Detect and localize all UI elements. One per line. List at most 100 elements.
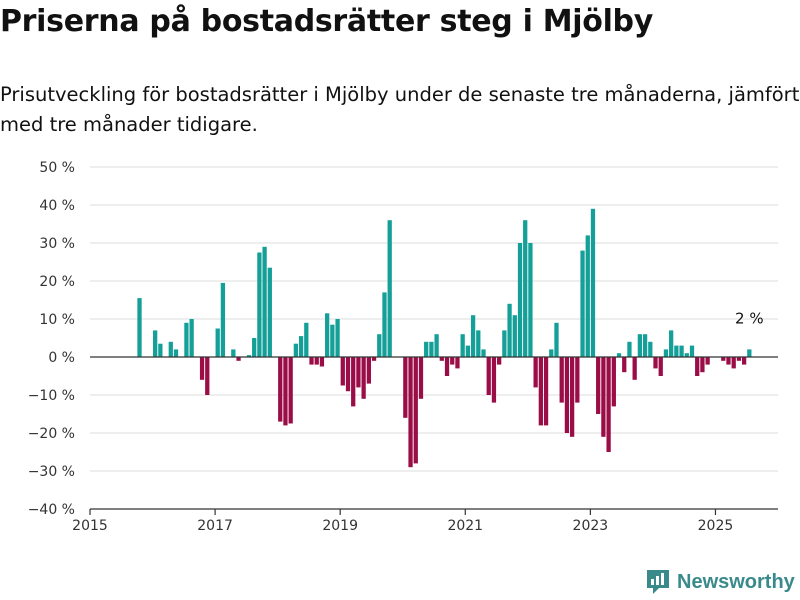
y-tick-label: −40 %: [28, 502, 75, 518]
bar: [596, 357, 601, 414]
bar: [335, 319, 340, 357]
bar: [601, 357, 606, 437]
bar: [679, 345, 684, 357]
x-tick-label: 2017: [197, 518, 233, 530]
bar: [366, 357, 371, 384]
bar: [153, 330, 158, 357]
bar: [413, 357, 418, 464]
bar: [403, 357, 408, 418]
bar: [356, 357, 361, 388]
bar: [455, 357, 460, 369]
bar: [262, 246, 267, 357]
x-tick-label: 2025: [698, 518, 734, 530]
bar: [314, 357, 319, 365]
bar: [658, 357, 663, 376]
bar: [543, 357, 549, 426]
bar: [361, 357, 366, 399]
bar: [424, 341, 429, 357]
bar: [137, 298, 142, 357]
y-tick-label: −20 %: [28, 426, 75, 442]
bar: [377, 334, 382, 357]
bar: [439, 357, 444, 361]
x-axis-ticks: 2015 2017 2019 2021 2023 2025: [72, 509, 733, 530]
bar: [319, 357, 325, 367]
bar: [569, 357, 575, 437]
bar: [231, 349, 236, 357]
y-tick-label: 30 %: [39, 236, 75, 252]
bar: [351, 357, 356, 407]
chart-gridlines: [90, 166, 778, 472]
bar: [304, 322, 309, 357]
bar: [168, 341, 173, 357]
x-tick-label: 2019: [322, 518, 358, 530]
bar: [470, 315, 476, 357]
bar: [444, 357, 450, 376]
bar: [669, 330, 674, 357]
y-axis-ticks: 50 % 40 % 30 % 20 % 10 % 0 % −10 % −20 % −30 % −4…: [28, 160, 75, 518]
bar: [700, 357, 705, 373]
bar: [502, 330, 507, 357]
bar: [173, 349, 179, 357]
bar: [325, 313, 330, 357]
bar: [267, 267, 272, 357]
bar: [283, 357, 288, 426]
bar: [523, 220, 528, 357]
bar: [189, 319, 194, 357]
bar: [199, 357, 205, 380]
y-tick-label: 40 %: [39, 198, 75, 214]
bar: [648, 341, 653, 357]
bar: [575, 357, 580, 403]
y-tick-label: 50 %: [39, 160, 75, 176]
bar: [674, 345, 679, 357]
bar: [257, 252, 262, 357]
bar: [429, 341, 434, 357]
bar: [721, 357, 726, 361]
bar: [559, 357, 564, 403]
bar: [622, 357, 627, 373]
bar: [220, 282, 226, 357]
bar: [585, 235, 590, 357]
bar: [434, 334, 439, 357]
bar: [663, 349, 669, 357]
bar: [465, 345, 471, 357]
bar: [184, 322, 189, 357]
bar: [606, 357, 611, 452]
bar: [637, 334, 643, 357]
bar: [580, 250, 585, 357]
y-tick-label: −30 %: [28, 464, 75, 480]
bar: [387, 220, 392, 357]
chart-annotations: 2 %: [735, 309, 764, 327]
page-title: Priserna på bostadsrätter steg i Mjölby: [0, 4, 653, 39]
chart-subtitle: Prisutveckling för bostadsrätter i Mjölb…: [0, 83, 800, 136]
brand-name: Newsworthy: [677, 570, 795, 593]
bar: [736, 357, 742, 361]
bar: [408, 357, 413, 468]
bar: [533, 357, 538, 388]
bar: [309, 357, 314, 365]
bar: [684, 353, 689, 357]
bar: [507, 303, 512, 357]
bar: [731, 357, 736, 369]
bar: [564, 357, 570, 433]
bar: [215, 328, 220, 357]
x-tick-label: 2021: [447, 518, 483, 530]
bar: [293, 343, 299, 357]
bar: [158, 343, 163, 357]
bar: [481, 349, 486, 357]
bar: [538, 357, 543, 426]
y-tick-label: −10 %: [28, 388, 75, 404]
bar: [747, 349, 752, 357]
bar: [382, 292, 387, 357]
bar: [246, 355, 252, 357]
chart-bars: [137, 208, 752, 468]
bar: [288, 357, 293, 424]
bar: [497, 357, 502, 365]
bar: [418, 357, 424, 399]
y-tick-label: 10 %: [39, 312, 75, 328]
bar: [205, 357, 210, 395]
bar: [476, 330, 481, 357]
bar: [689, 345, 695, 357]
price-change-chart: 50 % 40 % 30 % 20 % 10 % 0 % −10 % −20 % −30 % −4…: [28, 160, 778, 530]
bar: [298, 336, 304, 357]
bar: [252, 338, 257, 357]
